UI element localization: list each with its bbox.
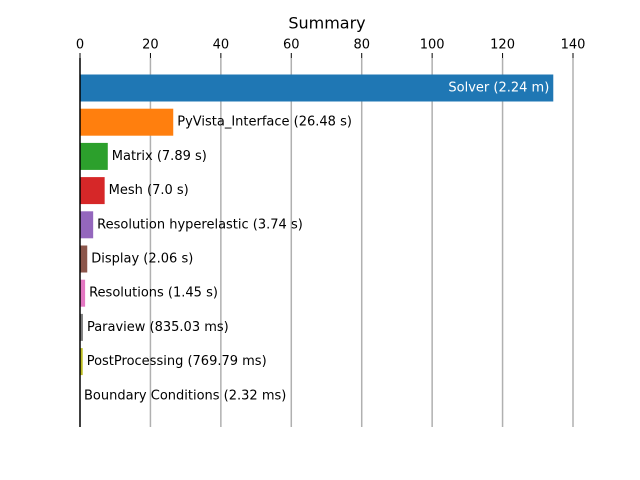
bar (80, 348, 83, 376)
x-tick-label: 80 (353, 38, 370, 53)
x-tick-label: 40 (213, 38, 230, 53)
x-tick-label: 100 (420, 38, 445, 53)
value-label: Mesh (7.0 s) (109, 183, 189, 198)
x-tick-label: 20 (142, 38, 159, 53)
bar (80, 142, 108, 170)
value-label: PostProcessing (769.79 ms) (87, 354, 267, 369)
bar (80, 211, 94, 239)
value-label: Paraview (835.03 ms) (87, 320, 229, 335)
value-label: Solver (2.24 m) (448, 81, 549, 96)
value-label: Boundary Conditions (2.32 ms) (84, 388, 286, 403)
bar (80, 245, 88, 273)
value-label: Resolution hyperelastic (3.74 s) (97, 217, 303, 232)
value-label: Matrix (7.89 s) (112, 149, 207, 164)
bar (80, 74, 554, 102)
bar (80, 279, 86, 307)
value-label: Resolutions (1.45 s) (89, 286, 218, 301)
bar (80, 108, 174, 136)
bar (80, 177, 105, 205)
value-label: PyVista_Interface (26.48 s) (177, 115, 352, 130)
x-tick-label: 60 (283, 38, 300, 53)
value-label: Display (2.06 s) (91, 252, 193, 267)
chart-title: Summary (288, 14, 365, 33)
bar (80, 313, 83, 341)
x-tick-label: 120 (490, 38, 515, 53)
x-tick-label: 140 (561, 38, 586, 53)
x-tick-label: 0 (76, 38, 84, 53)
